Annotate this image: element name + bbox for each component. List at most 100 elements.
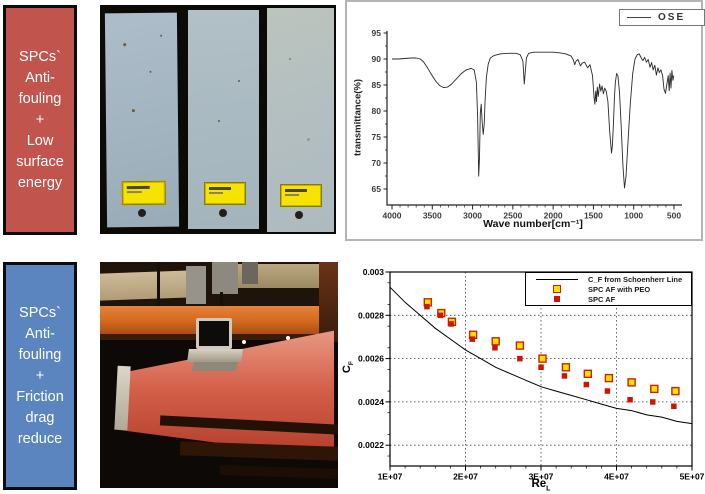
topic-line: + (35, 367, 45, 384)
data-point-marker (515, 341, 525, 350)
data-point-marker (448, 321, 454, 327)
x-tick-label: 2500 (503, 211, 522, 221)
panel-label (204, 182, 246, 205)
topic-line: fouling (18, 90, 62, 107)
topic-line: reduce (17, 430, 63, 447)
x-tick-label: 4000 (383, 211, 402, 221)
y-tick-label: 70 (372, 158, 382, 168)
ftir-y-axis-label: transmittance(%) (352, 78, 364, 157)
x-tick-label: 2E+07 (453, 472, 478, 482)
data-point-marker (491, 337, 500, 346)
y-tick-label: 65 (372, 184, 382, 194)
y-tick-label: 80 (372, 106, 382, 116)
legend-line-swatch (526, 278, 588, 280)
x-tick-label: 1000 (624, 211, 643, 221)
topic-box-text: SPCs` Anti- fouling + Low surface energy (16, 47, 64, 194)
data-point-marker (469, 336, 475, 342)
test-panels-photo (100, 5, 336, 234)
data-point-marker (424, 303, 430, 310)
data-point-marker (671, 386, 680, 396)
y-tick-label: 0.0028 (358, 310, 384, 320)
legend-square-red-swatch (526, 296, 588, 302)
y-tick-label: 0.0024 (358, 397, 384, 407)
towing-tank-photo (100, 262, 338, 488)
legend-entry-spc-af: SPC AF (526, 294, 691, 304)
data-point-marker (650, 384, 659, 394)
legend-label: SPC AF with PEO (588, 284, 651, 294)
legend-label: C_F from Schoenherr Line (588, 274, 683, 284)
data-point-marker (517, 355, 523, 362)
legend-line-swatch (627, 17, 651, 18)
y-tick-label: 0.003 (363, 267, 385, 277)
y-tick-label: 85 (372, 80, 382, 90)
x-tick-label: 5E+07 (680, 472, 705, 482)
panel-hole (295, 211, 303, 219)
ceiling-walkway (100, 270, 192, 301)
legend-entry-spc-af-peo: SPC AF with PEO (526, 284, 691, 294)
data-point-marker (437, 312, 444, 319)
x-tick-label: 3E+07 (529, 472, 554, 482)
support-post (220, 292, 223, 314)
topic-line: Friction (16, 388, 64, 405)
topic-box-antifouling-friction-drag: SPCs` Anti- fouling + Friction drag redu… (3, 262, 77, 490)
data-point-marker (492, 345, 498, 351)
data-point-marker (627, 397, 633, 403)
carriage-equipment (212, 262, 238, 294)
ftir-spectrum-line (392, 51, 675, 189)
x-tick-label: 1500 (584, 211, 603, 221)
instrument-console (187, 349, 243, 362)
cf-x-axis-label: ReL (531, 478, 551, 493)
light-spot (242, 340, 246, 344)
carriage-equipment (242, 262, 258, 284)
monitor (196, 318, 232, 349)
ftir-chart-panel: 65 70 75 80 85 90 95 4000 3500 3000 2500 2000 1500 10… (345, 0, 705, 241)
x-tick-label: 2000 (544, 211, 563, 221)
y-tick-label: 75 (372, 132, 382, 142)
support-post (157, 262, 160, 312)
panel-hole (219, 209, 227, 217)
spc-af-points (424, 303, 677, 409)
y-tick-label: 0.0026 (358, 354, 384, 364)
ftir-chart: 65 70 75 80 85 90 95 4000 3500 3000 2500 2000 1500 10… (372, 28, 682, 221)
data-point-marker (671, 403, 677, 409)
legend-label: OSE (658, 12, 686, 23)
topic-line: SPCs` (19, 304, 61, 321)
topic-box-text: SPCs` Anti- fouling + Friction drag redu… (16, 303, 64, 450)
data-point-marker (650, 399, 656, 405)
legend-entry-schoenherr: C_F from Schoenherr Line (526, 274, 691, 284)
test-panel-1 (104, 12, 180, 228)
y-tick-label: 95 (372, 28, 382, 38)
x-tick-label: 1E+07 (378, 472, 403, 482)
x-tick-label: 500 (667, 211, 681, 221)
topic-line: fouling (18, 346, 62, 363)
data-point-marker (604, 373, 614, 383)
ftir-legend: OSE (619, 9, 705, 26)
panel-hole (137, 208, 147, 218)
cf-chart: 0.003 0.0028 0.0026 0.0024 0.0022 1E+07 2E+07 3… (358, 267, 705, 482)
tank-structure (219, 464, 338, 480)
test-panel-3 (267, 8, 334, 232)
instrument-console (192, 362, 238, 371)
topic-box-antifouling-low-surface-energy: SPCs` Anti- fouling + Low surface energy (3, 5, 77, 235)
topic-line: Anti- (25, 325, 55, 342)
topic-line: SPCs` (19, 48, 61, 65)
x-tick-label: 3000 (463, 211, 482, 221)
cf-y-axis-label: CF (340, 361, 356, 374)
cf-chart-panel: 0.003 0.0028 0.0026 0.0024 0.0022 1E+07 2E+07 3… (340, 248, 705, 494)
panel-label (121, 180, 166, 206)
topic-line: Anti- (25, 69, 55, 86)
x-tick-label: 3500 (423, 211, 442, 221)
data-point-marker (561, 373, 568, 379)
ftir-x-axis-label: Wave number[cm⁻¹] (483, 218, 583, 230)
carriage-equipment (186, 266, 206, 304)
data-point-marker (538, 354, 547, 363)
y-tick-label: 90 (372, 54, 382, 64)
y-tick-label: 0.0022 (358, 440, 384, 450)
data-point-marker (538, 364, 544, 370)
legend-label: SPC AF (588, 294, 616, 304)
data-point-marker (561, 363, 571, 372)
data-point-marker (604, 388, 611, 394)
topic-line: drag (25, 409, 55, 426)
light-spot (286, 336, 290, 340)
